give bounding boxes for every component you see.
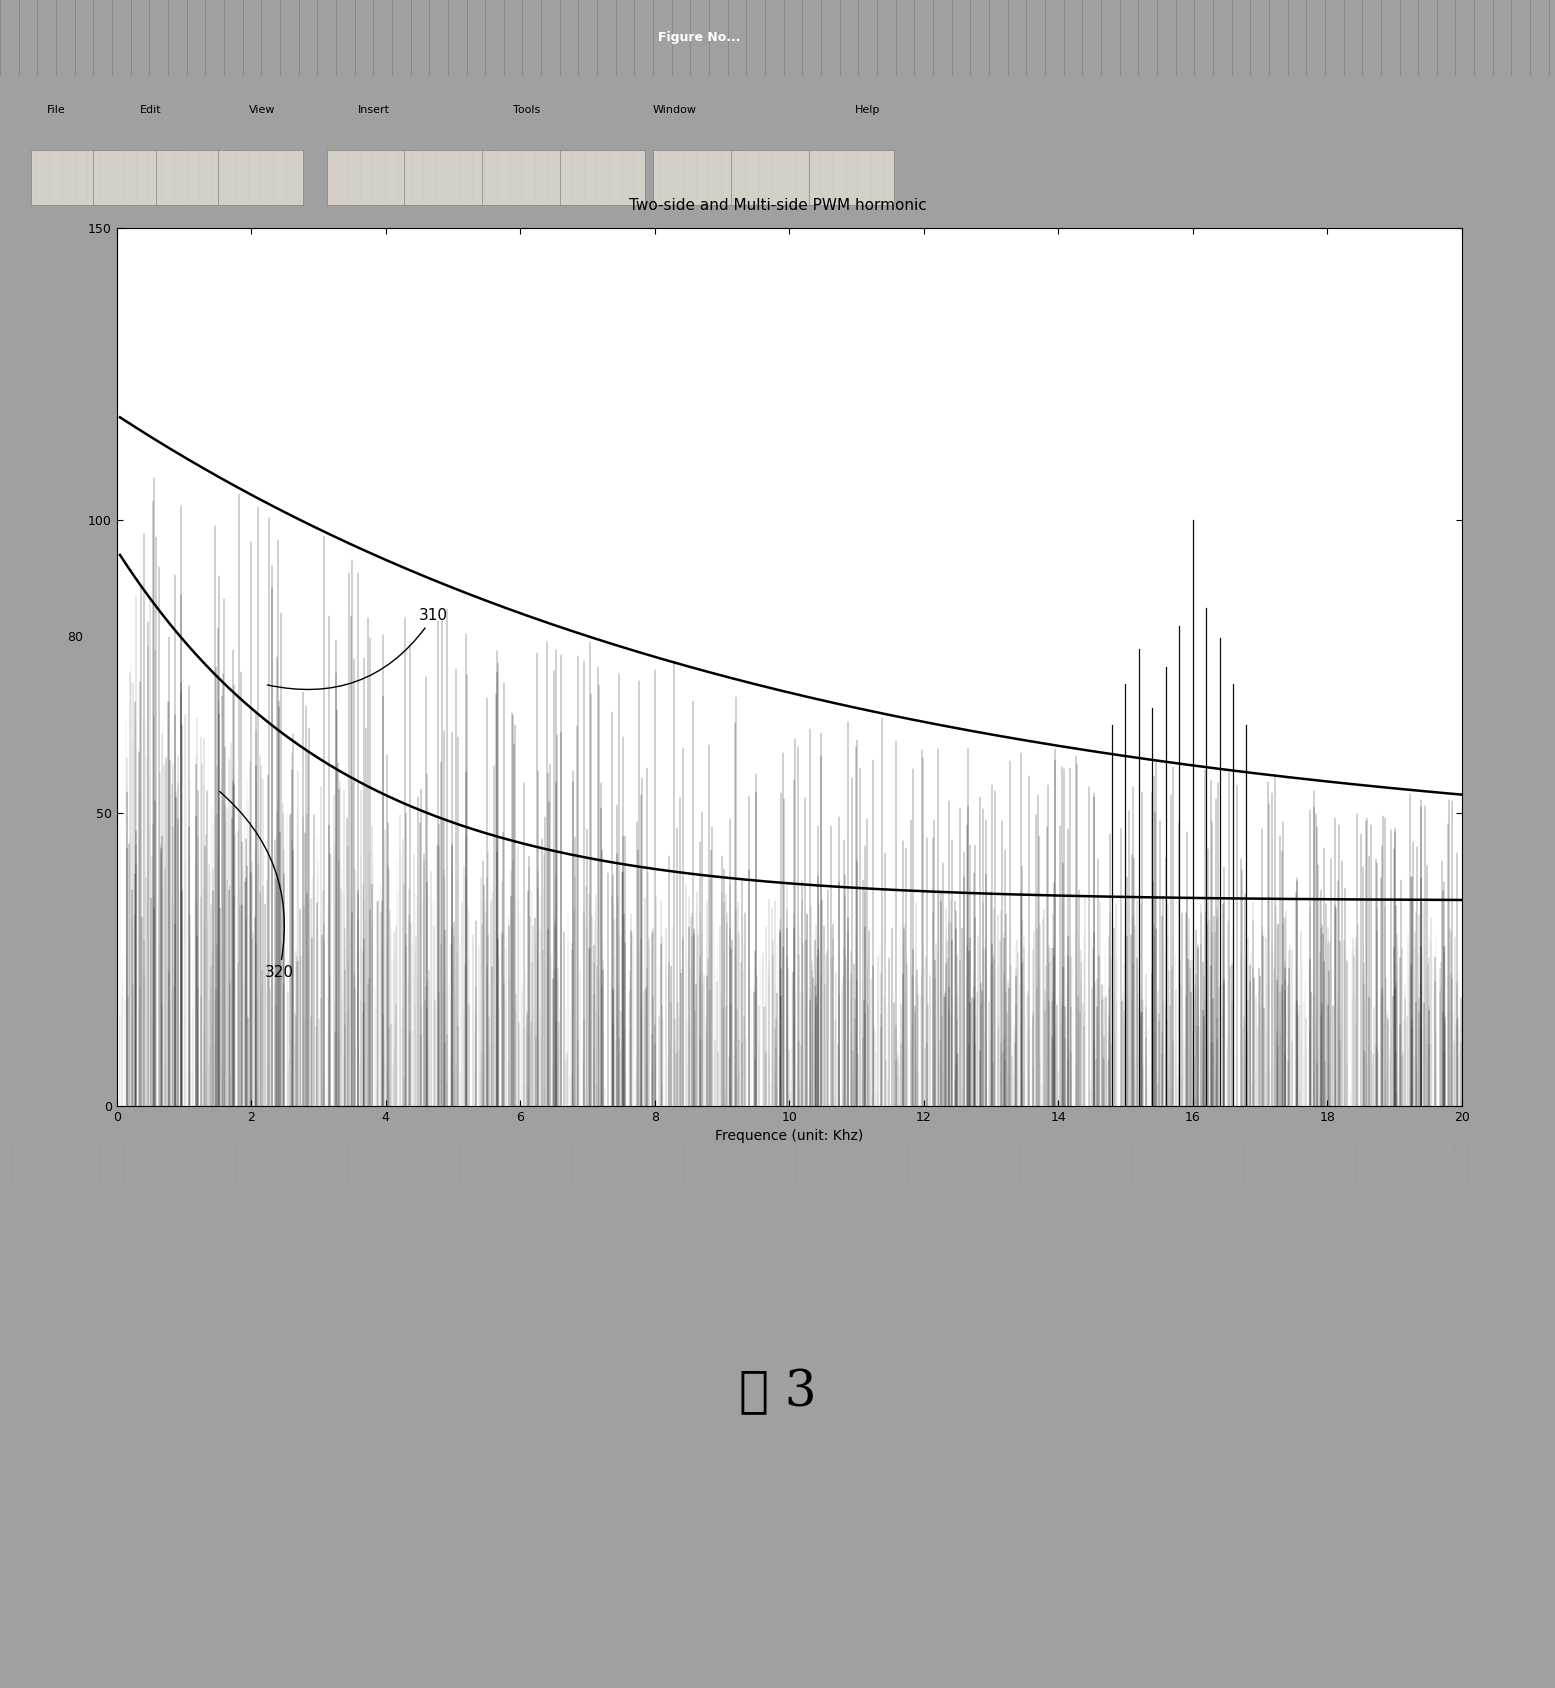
FancyBboxPatch shape [731,150,816,204]
Text: 80: 80 [67,631,82,645]
Text: Help: Help [855,105,880,115]
FancyBboxPatch shape [31,150,117,204]
Text: 320: 320 [219,792,294,981]
Text: Figure No...: Figure No... [658,32,742,44]
FancyBboxPatch shape [156,150,241,204]
FancyBboxPatch shape [93,150,179,204]
Text: View: View [249,105,275,115]
FancyBboxPatch shape [218,150,303,204]
FancyBboxPatch shape [404,150,490,204]
FancyBboxPatch shape [482,150,568,204]
Text: Window: Window [653,105,697,115]
FancyBboxPatch shape [560,150,645,204]
FancyBboxPatch shape [653,150,739,204]
Text: 310: 310 [267,608,448,689]
Text: Tools: Tools [513,105,541,115]
Text: Insert: Insert [358,105,390,115]
FancyBboxPatch shape [809,150,894,204]
Text: Edit: Edit [140,105,162,115]
Text: 图 3: 图 3 [739,1367,816,1418]
Text: Two-side and Multi-side PWM hormonic: Two-side and Multi-side PWM hormonic [628,199,927,213]
FancyBboxPatch shape [327,150,412,204]
X-axis label: Frequence (unit: Khz): Frequence (unit: Khz) [715,1129,863,1143]
Text: File: File [47,105,65,115]
